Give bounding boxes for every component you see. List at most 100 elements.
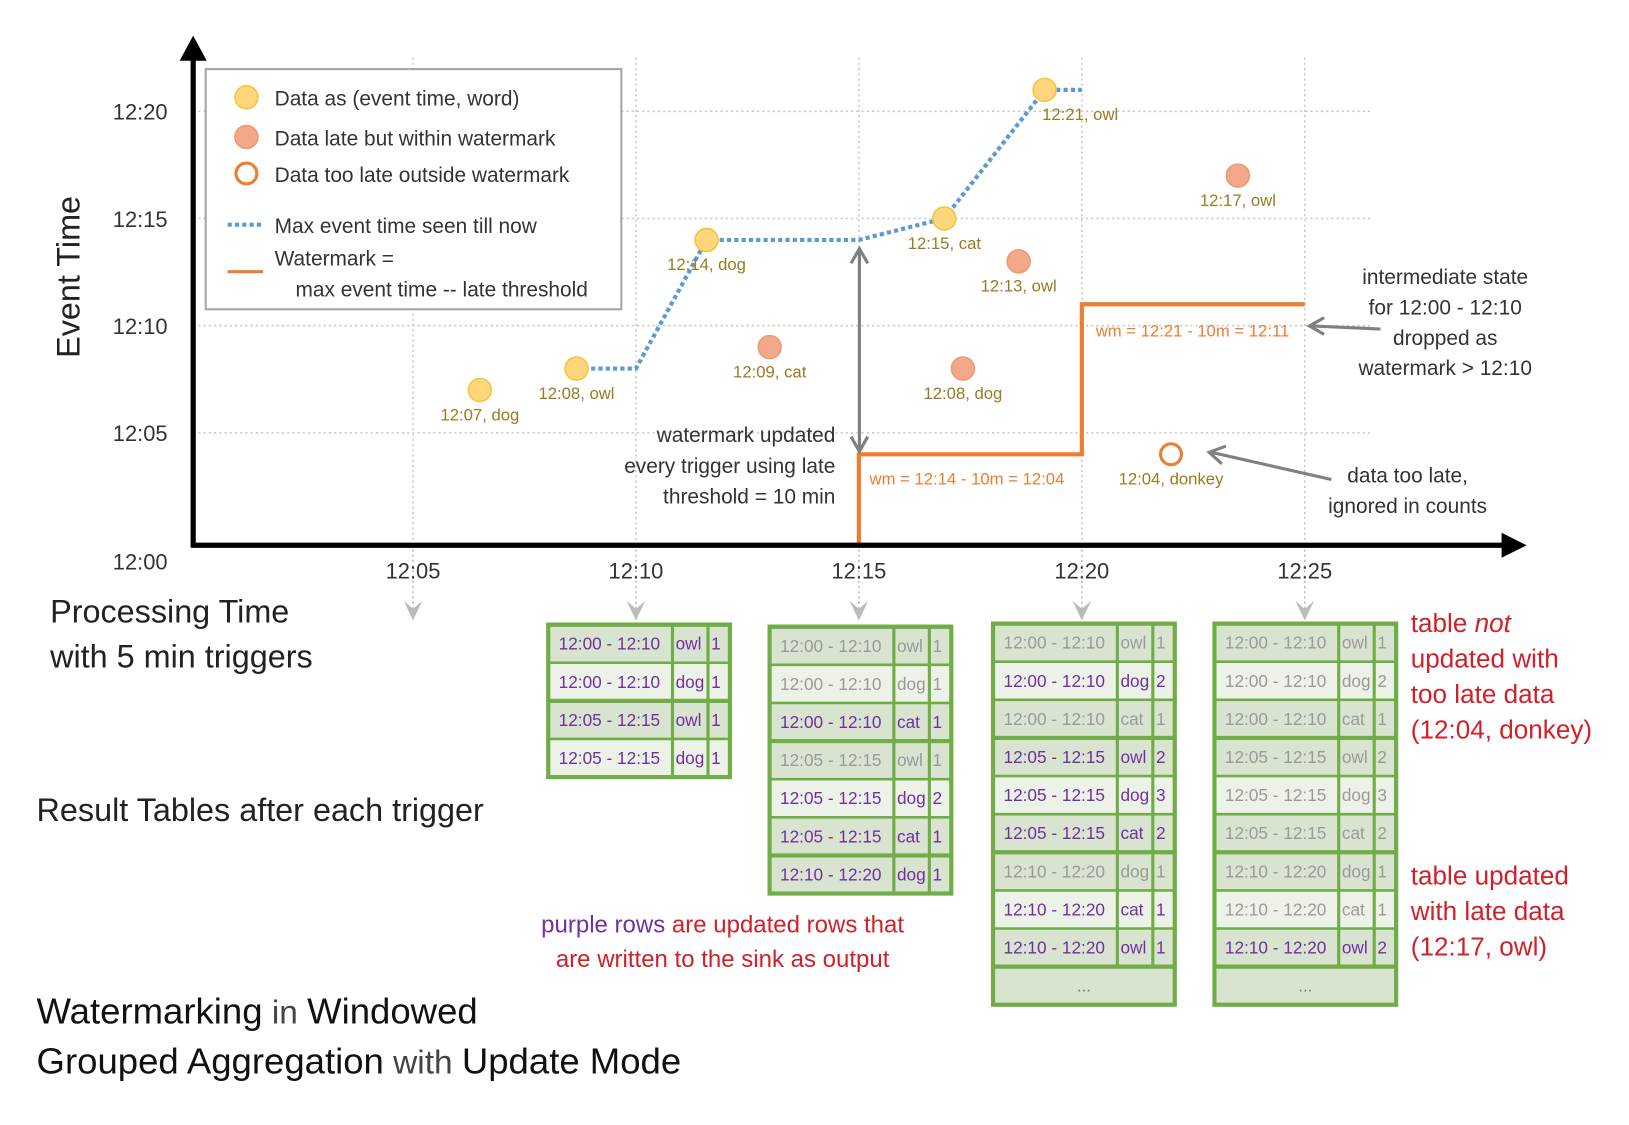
- table-row: 12:00 - 12:10 dog 2: [993, 660, 1175, 700]
- table-row-bg: [993, 814, 1175, 853]
- table-cell-window: 12:05 - 12:15: [780, 750, 881, 770]
- data-point: 12:15, cat: [908, 206, 981, 253]
- table-cell-window: 12:05 - 12:15: [1004, 785, 1105, 805]
- table-cell-word: owl: [676, 710, 702, 730]
- table-cell-word: dog: [1120, 785, 1149, 805]
- annotations: watermark updated every trigger using la…: [624, 245, 1532, 518]
- table-row: 12:00 - 12:10 owl 1: [993, 621, 1175, 662]
- too-late-arrow: [1210, 450, 1332, 482]
- table-cell-word: dog: [1342, 861, 1371, 881]
- legend-too-late-icon: [234, 161, 259, 186]
- legend-max-line: Max event time seen till now: [275, 215, 538, 238]
- state-dropped-arrow: [1311, 324, 1381, 331]
- data-point-label: 12:08, owl: [538, 384, 614, 403]
- table-cell-word: cat: [897, 826, 920, 846]
- table-row: 12:05 - 12:15 owl 1: [548, 698, 730, 739]
- data-point-label: 12:08, dog: [923, 384, 1002, 403]
- table-row: 12:10 - 12:20 cat 1: [1214, 889, 1397, 929]
- table-cell-window: 12:00 - 12:10: [1225, 709, 1326, 729]
- table-cell-count: 1: [711, 710, 721, 730]
- table-cell-count: 3: [1377, 785, 1387, 805]
- legend-on-time-icon: [234, 85, 259, 110]
- table-cell-window: 12:00 - 12:10: [780, 636, 881, 656]
- table-cell-count: 1: [932, 826, 942, 846]
- table-row: 12:05 - 12:15 cat 1: [769, 815, 952, 856]
- table-cell-word: dog: [897, 674, 926, 694]
- data-point-marker: [1158, 442, 1184, 467]
- table-row-bg: [1214, 928, 1397, 967]
- table-row-bg: [1214, 737, 1397, 777]
- table-cell-window: 12:05 - 12:15: [1225, 823, 1326, 843]
- table-cell-count: 2: [1377, 671, 1387, 691]
- table-cell-count: 2: [932, 788, 942, 808]
- table-ellipsis: ...: [1077, 977, 1091, 996]
- y-tick-label: 12:20: [113, 100, 168, 125]
- table-cell-window: 12:05 - 12:15: [1225, 747, 1326, 767]
- table-row: 12:05 - 12:15 dog 2: [769, 777, 952, 818]
- title-with: with: [384, 1045, 462, 1082]
- y-axis-label: Event Time: [50, 196, 86, 358]
- table-cell-word: owl: [1342, 747, 1368, 767]
- caption-purple: purple rows: [541, 912, 665, 939]
- table-row: 12:00 - 12:10 cat 1: [769, 701, 952, 742]
- data-point-marker: [757, 334, 782, 360]
- table-row-bg: [993, 737, 1175, 777]
- y-tick-label: 12:05: [113, 421, 168, 446]
- note-watermark-updated-3: threshold = 10 min: [663, 486, 835, 509]
- data-point: 12:14, dog: [667, 227, 746, 274]
- table-cell-count: 3: [1156, 785, 1166, 805]
- table-cell-window: 12:05 - 12:15: [780, 826, 881, 846]
- legend-watermark-2: max event time -- late threshold: [296, 279, 588, 302]
- table-row: 12:00 - 12:10 cat 1: [1214, 698, 1397, 738]
- table-row: 12:05 - 12:15 dog 3: [993, 774, 1175, 815]
- table-cell-window: 12:00 - 12:10: [559, 672, 660, 692]
- data-point-marker: [564, 356, 589, 381]
- table-row-bg: [769, 817, 952, 856]
- table-row: 12:00 - 12:10 owl 1: [769, 624, 952, 665]
- table-row-bg: [769, 855, 952, 894]
- legend-on-time: Data as (event time, word): [275, 88, 520, 111]
- title-watermarking: Watermarking: [37, 991, 263, 1032]
- table-cell-window: 12:05 - 12:15: [1225, 785, 1326, 805]
- trigger-arrow-head-icon: [1072, 600, 1092, 621]
- table-cell-count: 2: [1156, 747, 1166, 767]
- table-cell-count: 1: [1377, 709, 1387, 729]
- table-cell-word: dog: [676, 672, 705, 692]
- table-cell-window: 12:05 - 12:15: [780, 788, 881, 808]
- data-point: 12:09, cat: [733, 334, 807, 381]
- table-cell-count: 2: [1377, 823, 1387, 843]
- table-cell-count: 1: [932, 750, 942, 770]
- table-cell-window: 12:10 - 12:20: [1004, 861, 1105, 881]
- table-row-bg: [1214, 699, 1397, 738]
- table-cell-word: dog: [1342, 671, 1371, 691]
- data-point-label: 12:09, cat: [733, 362, 807, 381]
- table-cell-word: dog: [897, 788, 926, 808]
- table-cell-window: 12:10 - 12:20: [1225, 899, 1326, 919]
- table-cell-count: 1: [1377, 633, 1387, 653]
- y-tick-label: 12:15: [113, 207, 168, 232]
- legend-watermark-1: Watermark =: [275, 247, 394, 270]
- table-row: 12:00 - 12:10 dog 1: [769, 663, 952, 703]
- data-point-marker: [950, 356, 976, 381]
- note-not-updated-2: updated with: [1411, 643, 1559, 673]
- table-cell-window: 12:00 - 12:10: [1004, 709, 1105, 729]
- table-cell-word: owl: [897, 636, 923, 656]
- title-line-1: Watermarking in Windowed: [37, 991, 478, 1032]
- table-row: 12:05 - 12:15 cat 2: [993, 812, 1175, 853]
- table-row-bg: [548, 624, 730, 663]
- table-cell-word: owl: [1120, 633, 1146, 653]
- table-row-bg: [1214, 776, 1397, 815]
- table-row: 12:00 - 12:10 owl 1: [1214, 621, 1397, 662]
- table-row: 12:05 - 12:15 owl 1: [769, 738, 952, 780]
- table-row: 12:10 - 12:20 cat 1: [993, 889, 1175, 929]
- note-not-updated-4: (12:04, donkey): [1411, 714, 1592, 744]
- data-point-label: 12:21, owl: [1042, 105, 1118, 124]
- trigger-arrow-head-icon: [626, 600, 646, 621]
- table-row: 12:00 - 12:10 dog 1: [548, 661, 730, 701]
- x-tick-label: 12:20: [1054, 559, 1109, 584]
- table-row: 12:10 - 12:20 dog 1: [993, 850, 1175, 891]
- table-row-bg: [769, 741, 952, 780]
- table-row-bg: [1214, 814, 1397, 853]
- table-row-bg: [993, 776, 1175, 815]
- table-row-bg: [993, 699, 1175, 738]
